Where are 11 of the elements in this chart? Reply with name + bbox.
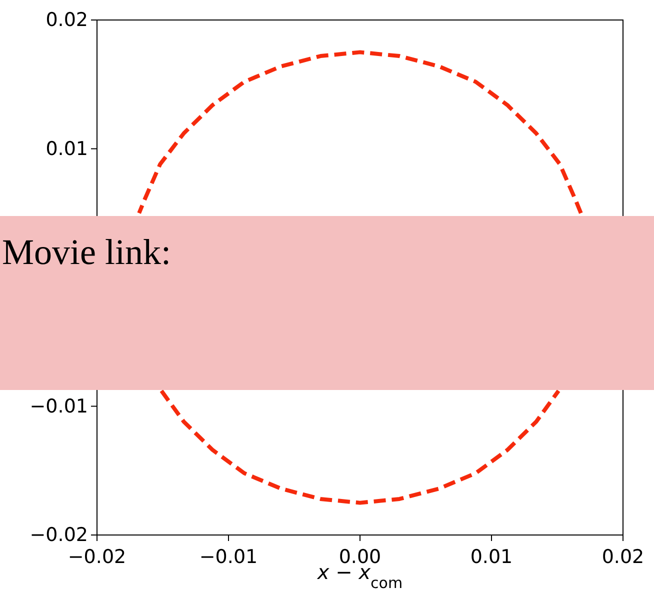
x-tick-label: 0.01 [470, 546, 513, 568]
y-tick-label: −0.01 [30, 395, 88, 418]
x-tick-label: 0.02 [602, 546, 644, 568]
x-tick-label: −0.02 [68, 546, 126, 568]
annotation: Movie link: [2, 232, 171, 272]
x-tick-label: −0.01 [199, 546, 258, 568]
y-tick-label: 0.01 [46, 138, 88, 160]
line-series [159, 388, 561, 505]
y-tick-label: 0.02 [46, 9, 88, 32]
line-series [137, 50, 583, 216]
y-tick-label: −0.02 [30, 524, 88, 546]
